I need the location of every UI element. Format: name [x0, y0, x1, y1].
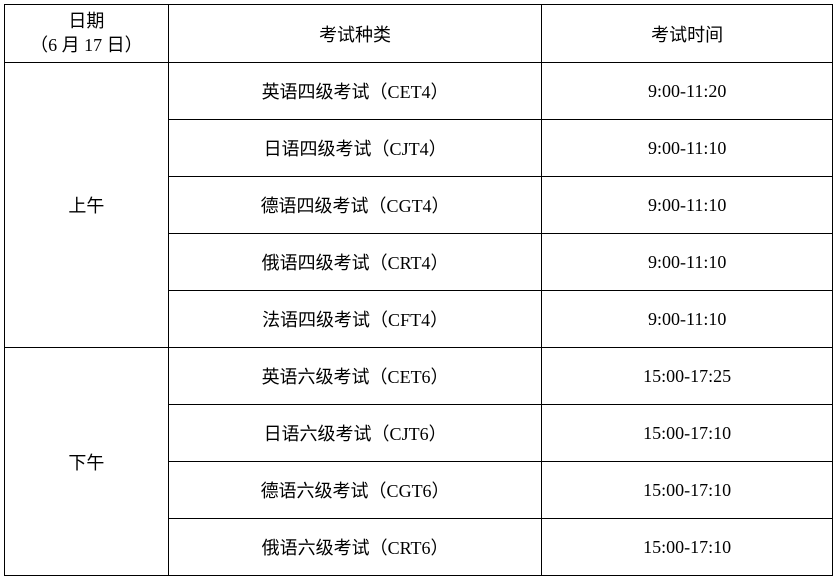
header-date-line2: （6 月 17 日） — [5, 34, 168, 57]
period-afternoon: 下午 — [5, 348, 169, 576]
exam-type-cell: 俄语六级考试（CRT6） — [168, 519, 542, 576]
header-date-line1: 日期 — [5, 10, 168, 33]
exam-time-cell: 9:00-11:10 — [542, 234, 833, 291]
exam-time-cell: 9:00-11:10 — [542, 291, 833, 348]
header-date: 日期 （6 月 17 日） — [5, 5, 169, 63]
exam-type-cell: 日语六级考试（CJT6） — [168, 405, 542, 462]
header-exam-type: 考试种类 — [168, 5, 542, 63]
period-morning: 上午 — [5, 63, 169, 348]
table-row: 下午 英语六级考试（CET6） 15:00-17:25 — [5, 348, 833, 405]
exam-type-cell: 英语四级考试（CET4） — [168, 63, 542, 120]
exam-time-cell: 9:00-11:10 — [542, 177, 833, 234]
table-row: 上午 英语四级考试（CET4） 9:00-11:20 — [5, 63, 833, 120]
table-header-row: 日期 （6 月 17 日） 考试种类 考试时间 — [5, 5, 833, 63]
exam-type-cell: 英语六级考试（CET6） — [168, 348, 542, 405]
exam-time-cell: 15:00-17:10 — [542, 462, 833, 519]
exam-type-cell: 德语六级考试（CGT6） — [168, 462, 542, 519]
exam-schedule-table: 日期 （6 月 17 日） 考试种类 考试时间 上午 英语四级考试（CET4） … — [4, 4, 833, 576]
exam-time-cell: 9:00-11:10 — [542, 120, 833, 177]
exam-time-cell: 15:00-17:10 — [542, 405, 833, 462]
exam-time-cell: 15:00-17:10 — [542, 519, 833, 576]
exam-type-cell: 法语四级考试（CFT4） — [168, 291, 542, 348]
exam-type-cell: 俄语四级考试（CRT4） — [168, 234, 542, 291]
header-exam-time: 考试时间 — [542, 5, 833, 63]
exam-time-cell: 15:00-17:25 — [542, 348, 833, 405]
exam-time-cell: 9:00-11:20 — [542, 63, 833, 120]
exam-type-cell: 日语四级考试（CJT4） — [168, 120, 542, 177]
exam-type-cell: 德语四级考试（CGT4） — [168, 177, 542, 234]
